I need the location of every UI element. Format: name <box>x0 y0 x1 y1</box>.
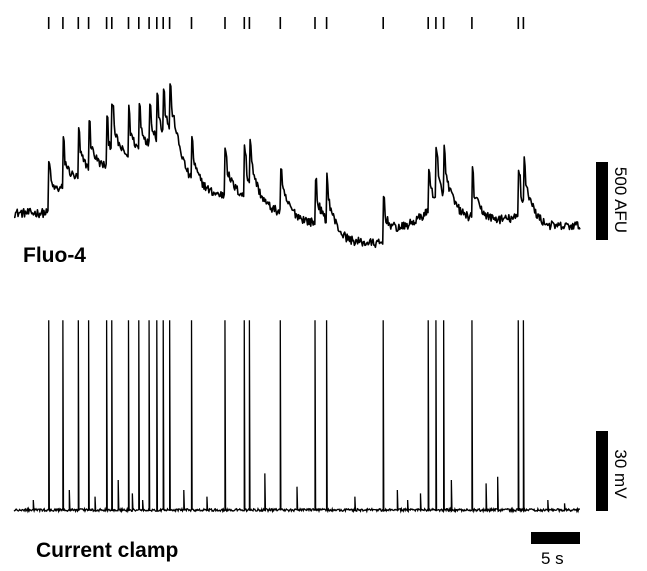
fluorescence-scale-bar <box>596 162 608 240</box>
fluorescence-trace-label: Fluo-4 <box>23 244 86 267</box>
time-scale-label: 5 s <box>541 549 564 568</box>
voltage-trace <box>13 320 581 514</box>
fluorescence-panel <box>13 83 581 249</box>
voltage-scale-label: 30 mV <box>611 449 630 499</box>
time-scale-bar <box>531 532 580 544</box>
voltage-panel <box>13 320 581 514</box>
spike-raster <box>47 17 525 29</box>
voltage-scale-bar <box>596 431 608 511</box>
fluorescence-trace <box>13 83 581 249</box>
fluorescence-scale-label: 500 AFU <box>611 166 630 234</box>
current-clamp-label: Current clamp <box>36 539 179 562</box>
